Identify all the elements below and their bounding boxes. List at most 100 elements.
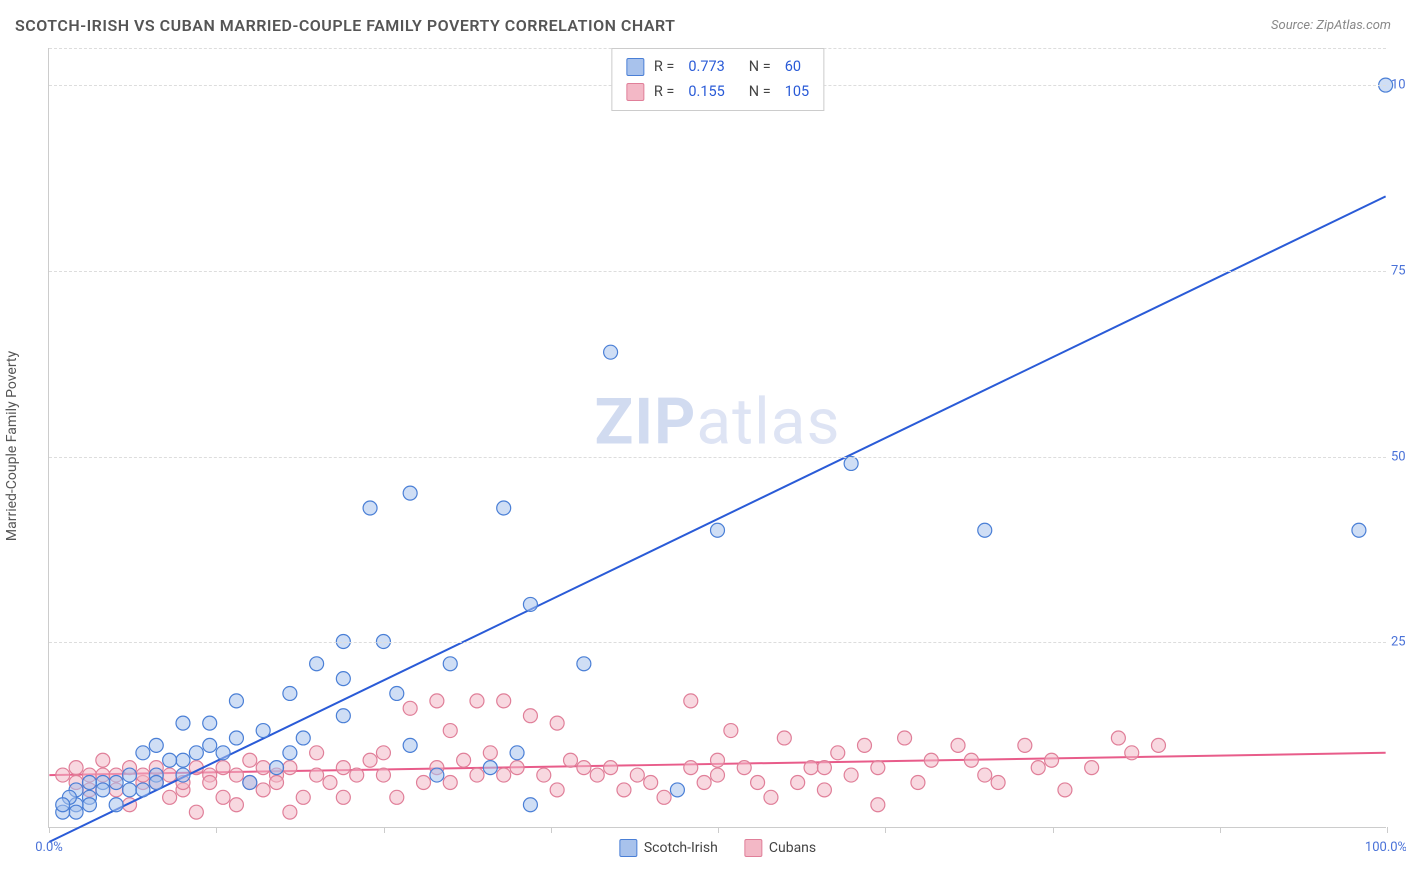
data-point	[684, 694, 698, 708]
legend-series-item: Cubans	[744, 839, 816, 857]
data-point	[336, 709, 350, 723]
data-point	[310, 746, 324, 760]
data-point	[1031, 761, 1045, 775]
data-point	[497, 501, 511, 515]
data-point	[216, 790, 230, 804]
data-point	[844, 768, 858, 782]
gridline-horizontal	[49, 642, 1386, 643]
x-axis-max-label: 100.0%	[1365, 840, 1406, 855]
data-point	[296, 731, 310, 745]
x-axis-tick	[1387, 827, 1388, 833]
data-point	[630, 768, 644, 782]
data-point	[189, 805, 203, 819]
y-axis-tick-label: 100.0%	[1391, 78, 1406, 93]
data-point	[978, 768, 992, 782]
legend-series-label: Cubans	[769, 840, 816, 856]
data-point	[216, 746, 230, 760]
y-axis-tick-label: 50.0%	[1391, 449, 1406, 464]
data-point	[470, 768, 484, 782]
data-point	[176, 768, 190, 782]
data-point	[82, 798, 96, 812]
data-point	[577, 761, 591, 775]
data-point	[751, 775, 765, 789]
data-point	[56, 768, 70, 782]
legend-correlation-box: R =0.773N =60R =0.155N =105	[611, 48, 824, 111]
data-point	[537, 768, 551, 782]
data-point	[229, 731, 243, 745]
data-point	[1111, 731, 1125, 745]
data-point	[363, 753, 377, 767]
data-point	[270, 775, 284, 789]
data-point	[149, 738, 163, 752]
data-point	[871, 761, 885, 775]
data-point	[1125, 746, 1139, 760]
x-axis-min-label: 0.0%	[35, 840, 63, 855]
data-point	[443, 724, 457, 738]
data-point	[724, 724, 738, 738]
x-axis-tick	[885, 827, 886, 833]
data-point	[310, 657, 324, 671]
data-point	[123, 783, 137, 797]
data-point	[577, 657, 591, 671]
data-point	[858, 738, 872, 752]
data-point	[149, 775, 163, 789]
data-point	[376, 768, 390, 782]
data-point	[1018, 738, 1032, 752]
legend-series-label: Scotch-Irish	[644, 840, 718, 856]
data-point	[189, 746, 203, 760]
data-point	[684, 761, 698, 775]
data-point	[310, 768, 324, 782]
legend-series: Scotch-Irish Cubans	[619, 839, 816, 857]
chart-title: SCOTCH-IRISH VS CUBAN MARRIED-COUPLE FAM…	[15, 16, 676, 35]
data-point	[216, 761, 230, 775]
data-point	[256, 783, 270, 797]
data-point	[82, 775, 96, 789]
data-point	[670, 783, 684, 797]
data-point	[590, 768, 604, 782]
legend-n-value: 60	[785, 55, 801, 80]
data-point	[523, 709, 537, 723]
x-axis-tick	[718, 827, 719, 833]
data-point	[951, 738, 965, 752]
legend-n-label: N =	[749, 55, 771, 80]
data-point	[911, 775, 925, 789]
data-point	[1085, 761, 1099, 775]
legend-n-label: N =	[749, 80, 771, 105]
y-axis-title: Married-Couple Family Poverty	[4, 351, 20, 541]
data-point	[163, 768, 177, 782]
data-point	[470, 694, 484, 708]
x-axis-tick	[1220, 827, 1221, 833]
x-axis-tick	[49, 827, 50, 833]
data-point	[229, 694, 243, 708]
data-point	[256, 724, 270, 738]
data-point	[96, 783, 110, 797]
data-point	[711, 523, 725, 537]
data-point	[283, 761, 297, 775]
data-point	[283, 746, 297, 760]
data-point	[270, 761, 284, 775]
data-point	[817, 761, 831, 775]
data-point	[376, 746, 390, 760]
data-point	[604, 761, 618, 775]
data-point	[697, 775, 711, 789]
legend-r-label: R =	[654, 80, 675, 105]
data-point	[69, 761, 83, 775]
data-point	[711, 753, 725, 767]
data-point	[898, 731, 912, 745]
data-point	[617, 783, 631, 797]
data-point	[550, 783, 564, 797]
data-point	[403, 486, 417, 500]
legend-correlation-row: R =0.155N =105	[626, 80, 809, 105]
data-point	[644, 775, 658, 789]
data-point	[109, 798, 123, 812]
data-point	[296, 790, 310, 804]
data-point	[497, 694, 511, 708]
data-point	[163, 753, 177, 767]
data-point	[831, 746, 845, 760]
x-axis-tick	[384, 827, 385, 833]
data-point	[1352, 523, 1366, 537]
legend-series-item: Scotch-Irish	[619, 839, 718, 857]
source-attribution: Source: ZipAtlas.com	[1271, 18, 1391, 33]
data-point	[176, 753, 190, 767]
chart-area: ZIPatlas R =0.773N =60R =0.155N =105 0.0…	[48, 48, 1386, 828]
